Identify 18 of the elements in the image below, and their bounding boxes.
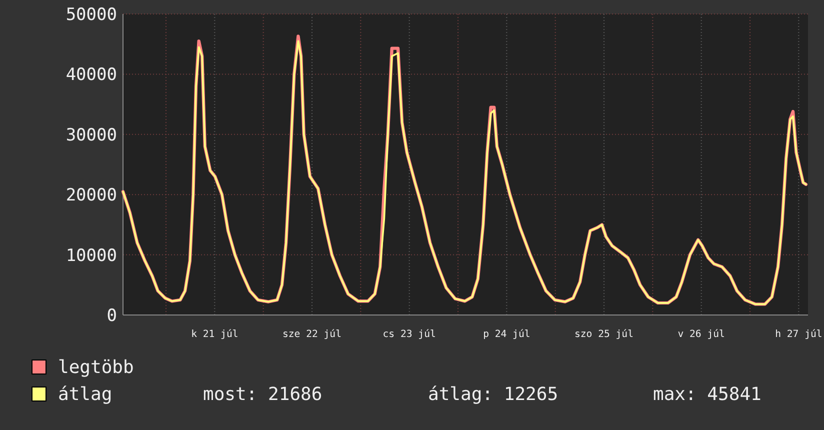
y-tick-label: 0 <box>106 306 117 326</box>
x-tick-label: h 27 júl <box>775 329 822 340</box>
x-tick-label: cs 23 júl <box>382 329 436 340</box>
text: max: 45841 <box>653 384 762 405</box>
legend-label: legtöbb <box>58 357 134 378</box>
x-tick-label: szo 25 júl <box>574 329 634 340</box>
x-tick-label: sze 22 júl <box>282 329 342 340</box>
x-tick-label: v 26 júl <box>678 329 725 340</box>
x-tick-label: p 24 júl <box>483 329 530 340</box>
y-tick-label: 10000 <box>66 246 117 266</box>
y-tick-label: 50000 <box>66 4 117 25</box>
legend-label: átlag <box>58 384 112 405</box>
x-tick-label: k 21 júl <box>191 329 238 340</box>
y-tick-label: 30000 <box>66 125 117 146</box>
text: átlag: 12265 <box>428 384 558 405</box>
text: most: 21686 <box>203 384 322 405</box>
y-tick-label: 20000 <box>66 186 117 206</box>
y-tick-label: 40000 <box>66 65 117 86</box>
